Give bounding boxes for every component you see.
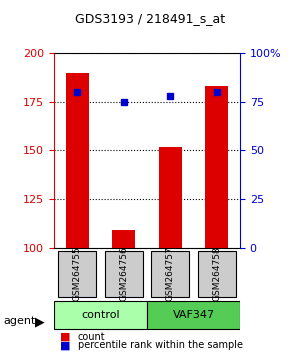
Text: control: control xyxy=(81,310,120,320)
Text: GSM264758: GSM264758 xyxy=(212,246,221,301)
Text: agent: agent xyxy=(3,316,35,326)
Text: VAF347: VAF347 xyxy=(172,310,214,320)
Text: GDS3193 / 218491_s_at: GDS3193 / 218491_s_at xyxy=(75,12,225,25)
Text: GSM264756: GSM264756 xyxy=(119,246,128,301)
Text: percentile rank within the sample: percentile rank within the sample xyxy=(78,340,243,350)
FancyBboxPatch shape xyxy=(105,251,143,297)
FancyBboxPatch shape xyxy=(151,251,189,297)
Bar xyxy=(159,147,182,248)
Text: count: count xyxy=(78,332,106,342)
Text: GSM264755: GSM264755 xyxy=(73,246,82,301)
Bar xyxy=(66,73,89,248)
FancyBboxPatch shape xyxy=(198,251,236,297)
Text: ■: ■ xyxy=(60,340,70,350)
Bar xyxy=(205,86,228,248)
Text: ▶: ▶ xyxy=(34,315,44,328)
Text: GSM264757: GSM264757 xyxy=(166,246,175,301)
Text: ■: ■ xyxy=(60,332,70,342)
Bar xyxy=(112,230,135,248)
Bar xyxy=(54,301,147,329)
FancyBboxPatch shape xyxy=(58,251,96,297)
Bar xyxy=(147,301,240,329)
